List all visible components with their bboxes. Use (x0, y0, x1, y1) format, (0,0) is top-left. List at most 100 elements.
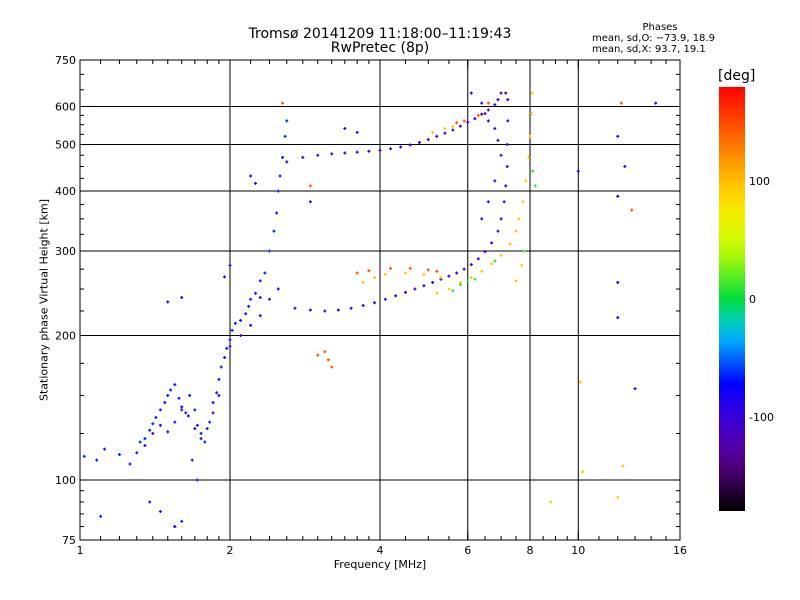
data-point (549, 500, 553, 504)
data-point (499, 217, 503, 221)
data-point (323, 350, 327, 354)
data-point (211, 411, 215, 415)
data-point (267, 297, 271, 301)
data-point (493, 179, 497, 183)
data-point (466, 279, 470, 283)
data-point (389, 266, 393, 270)
y-tick-label: 100 (55, 474, 76, 487)
data-point (480, 217, 484, 221)
colorbar (719, 87, 745, 511)
data-point (184, 411, 188, 415)
data-point (480, 101, 484, 105)
data-point (514, 279, 518, 283)
data-point (285, 119, 289, 123)
data-point (180, 408, 184, 412)
data-point (466, 120, 470, 124)
data-point (473, 277, 477, 281)
data-point (135, 451, 139, 455)
data-point (529, 112, 533, 116)
data-point (355, 130, 359, 134)
data-point (293, 306, 297, 310)
data-point (323, 309, 327, 313)
data-point (443, 131, 447, 135)
x-axis-label: Frequency [MHz] (333, 558, 427, 571)
data-point (524, 179, 528, 183)
x-tick-label: 8 (527, 544, 534, 557)
data-point (389, 147, 393, 151)
data-point (228, 344, 232, 348)
data-point (435, 269, 439, 273)
x-tick-label: 2 (227, 544, 234, 557)
data-point (166, 430, 170, 434)
data-point (208, 420, 212, 424)
data-point (531, 169, 535, 173)
data-point (455, 121, 459, 125)
data-point (493, 103, 497, 107)
colorbar-tick-label: -100 (749, 411, 774, 424)
data-point (143, 444, 147, 448)
data-point (502, 200, 506, 204)
data-point (581, 470, 585, 474)
data-point (138, 440, 142, 444)
data-point (217, 377, 221, 381)
data-point (276, 287, 280, 291)
data-point (148, 500, 152, 504)
data-point (267, 249, 271, 253)
data-point (480, 269, 484, 273)
data-point (630, 208, 634, 212)
chart-title: Tromsø 20141209 11:18:00–11:19:43 (248, 26, 512, 42)
data-point (469, 263, 473, 267)
data-point (205, 427, 209, 431)
data-point (188, 394, 192, 398)
y-tick-label: 600 (55, 101, 76, 114)
data-point (413, 287, 417, 291)
data-point (504, 184, 508, 188)
colorbar-tick-label: 100 (749, 175, 770, 188)
data-point (530, 91, 534, 95)
data-point (95, 458, 99, 462)
data-point (523, 249, 527, 253)
data-point (281, 101, 285, 105)
data-point (158, 423, 162, 427)
data-point (373, 276, 377, 280)
data-point (285, 160, 289, 164)
data-point (483, 112, 487, 116)
data-point (249, 323, 253, 327)
data-point (476, 113, 480, 117)
data-point (169, 388, 173, 392)
data-point (173, 525, 177, 529)
data-point (514, 229, 518, 233)
data-point (217, 394, 221, 398)
data-point (473, 117, 477, 121)
data-point (151, 422, 155, 426)
data-point (431, 130, 435, 134)
data-point (527, 155, 531, 159)
data-point (272, 229, 276, 233)
data-point (496, 138, 500, 142)
data-point (361, 303, 365, 307)
data-point (504, 91, 508, 95)
data-point (151, 432, 155, 436)
data-point (616, 316, 620, 320)
data-point (173, 383, 177, 387)
data-point (355, 150, 359, 154)
data-point (193, 427, 197, 431)
data-point (458, 124, 462, 128)
data-point (166, 394, 170, 398)
x-tick-label: 16 (673, 544, 687, 557)
data-point (399, 145, 403, 149)
data-point (490, 241, 494, 245)
data-point (508, 242, 512, 246)
data-point (180, 519, 184, 523)
data-point (439, 276, 443, 280)
data-point (233, 321, 237, 325)
data-point (148, 428, 152, 432)
data-point (103, 447, 107, 451)
data-point (521, 200, 525, 204)
data-point (383, 297, 387, 301)
data-point (180, 405, 184, 409)
data-point (163, 401, 167, 405)
data-point (190, 458, 194, 462)
data-point (343, 151, 347, 155)
data-point (486, 101, 490, 105)
